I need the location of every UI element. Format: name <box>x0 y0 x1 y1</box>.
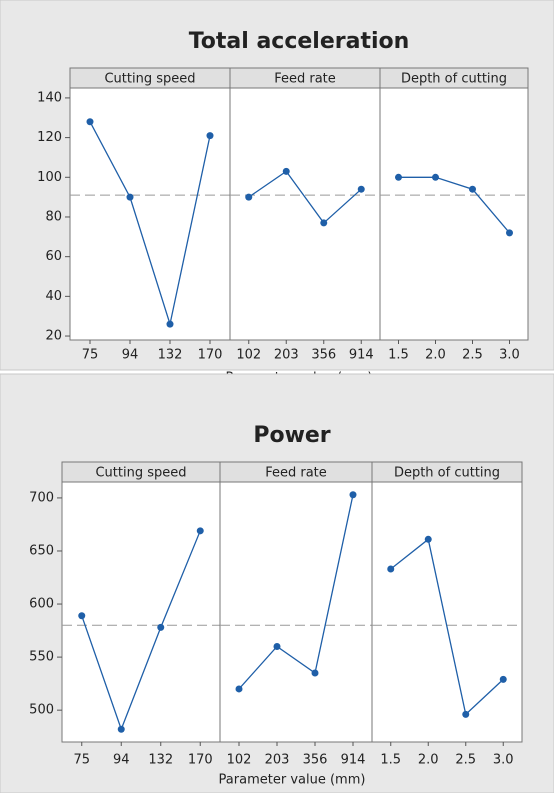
data-point <box>196 527 204 535</box>
panel-title: Depth of cutting <box>401 72 507 87</box>
x-tick-label: 94 <box>122 348 139 363</box>
data-point <box>462 710 470 718</box>
data-point <box>126 193 134 201</box>
plot-area <box>69 67 529 341</box>
data-point <box>320 219 328 227</box>
x-tick-label: 203 <box>265 753 290 768</box>
x-tick-label: 2.5 <box>455 753 476 768</box>
x-tick-label: 3.0 <box>499 348 520 363</box>
x-tick-label: 203 <box>274 348 299 363</box>
effect-line <box>89 121 211 327</box>
x-tick-label: 2.5 <box>462 348 483 363</box>
x-tick-label: 2.0 <box>418 753 439 768</box>
data-point <box>235 685 243 693</box>
x-tick-label: 3.0 <box>493 753 514 768</box>
data-point <box>157 623 165 631</box>
data-point <box>469 185 476 193</box>
effect-line <box>238 494 354 690</box>
x-tick-label: 94 <box>113 753 130 768</box>
y-tick-label: 140 <box>37 90 62 105</box>
chart-title: Power <box>253 423 330 448</box>
x-tick-label: 132 <box>148 753 173 768</box>
data-point <box>506 229 513 237</box>
chart-title: Total acceleration <box>189 29 410 54</box>
effect-line <box>248 170 362 224</box>
x-tick-label: 102 <box>236 348 261 363</box>
y-tick-label: 100 <box>37 170 62 185</box>
data-point <box>282 167 290 175</box>
y-tick-label: 600 <box>29 597 54 612</box>
x-tick-label: 356 <box>311 348 336 363</box>
data-point <box>432 173 439 181</box>
y-tick-label: 700 <box>29 490 54 505</box>
y-tick-label: 60 <box>45 249 62 264</box>
data-point <box>245 193 253 201</box>
data-point <box>395 173 402 181</box>
x-tick-label: 356 <box>303 753 328 768</box>
x-tick-label: 132 <box>158 348 183 363</box>
x-tick-label: 914 <box>349 348 374 363</box>
x-tick-label: 170 <box>188 753 213 768</box>
y-tick-label: 40 <box>45 289 62 304</box>
data-point <box>166 320 174 328</box>
x-tick-label: 75 <box>82 348 99 363</box>
data-point <box>387 565 395 573</box>
data-point <box>117 725 125 733</box>
effect-line <box>390 538 504 716</box>
data-point <box>311 669 319 677</box>
data-point <box>349 491 357 499</box>
data-point <box>499 675 507 683</box>
y-tick-label: 20 <box>45 329 62 344</box>
y-tick-label: 80 <box>45 209 62 224</box>
panel-title: Feed rate <box>265 466 327 481</box>
effect-line <box>398 176 510 234</box>
y-tick-label: 550 <box>29 650 54 665</box>
panel-title: Depth of cutting <box>394 466 500 481</box>
y-tick-label: 500 <box>29 703 54 718</box>
data-point <box>424 535 432 543</box>
panel-title: Feed rate <box>274 72 336 87</box>
plot-area <box>61 461 523 743</box>
x-tick-label: 2.0 <box>425 348 446 363</box>
x-tick-label: 1.5 <box>388 348 409 363</box>
panel-title: Cutting speed <box>95 466 186 481</box>
x-tick-label: 1.5 <box>380 753 401 768</box>
x-tick-label: 914 <box>341 753 366 768</box>
x-tick-label: 75 <box>73 753 90 768</box>
panel-title: Cutting speed <box>104 72 195 87</box>
effect-line <box>81 530 201 732</box>
data-point <box>357 185 365 193</box>
x-tick-label: 170 <box>198 348 223 363</box>
data-point <box>206 132 214 140</box>
data-point <box>86 118 94 126</box>
data-point <box>273 642 281 650</box>
x-axis-label: Parameter value (mm) <box>219 773 366 788</box>
data-point <box>78 612 86 620</box>
x-tick-label: 102 <box>227 753 252 768</box>
y-tick-label: 120 <box>37 130 62 145</box>
y-tick-label: 650 <box>29 543 54 558</box>
